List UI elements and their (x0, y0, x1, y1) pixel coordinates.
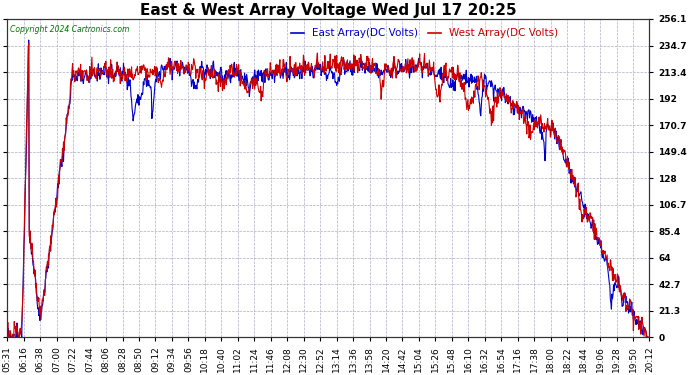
Title: East & West Array Voltage Wed Jul 17 20:25: East & West Array Voltage Wed Jul 17 20:… (140, 3, 517, 18)
Legend: East Array(DC Volts), West Array(DC Volts): East Array(DC Volts), West Array(DC Volt… (287, 24, 562, 42)
Text: Copyright 2024 Cartronics.com: Copyright 2024 Cartronics.com (10, 25, 130, 34)
